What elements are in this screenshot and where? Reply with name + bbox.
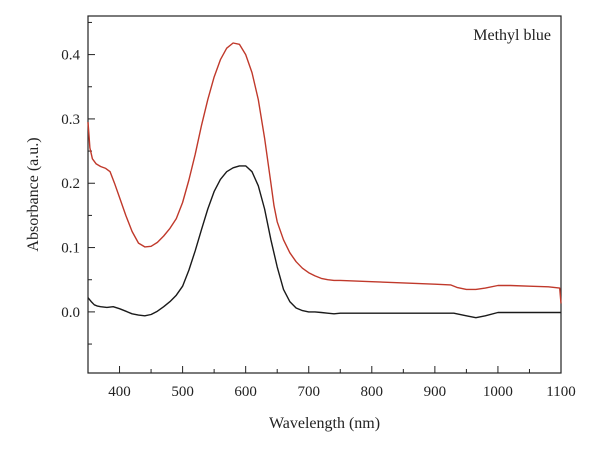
chart-annotation: Methyl blue xyxy=(473,27,551,44)
x-axis-title: Wavelength (nm) xyxy=(269,415,380,432)
x-tick-label: 700 xyxy=(297,384,320,400)
tick-labels: 400 500 600 700 800 900 1000 1100 0.0 0.1 0.2 0.3 0.… xyxy=(61,48,575,400)
x-tick-label: 1000 xyxy=(483,384,513,400)
y-axis-title: Absorbance (a.u.) xyxy=(25,137,42,251)
y-tick-label: 0.2 xyxy=(61,176,80,192)
x-tick-label: 1100 xyxy=(546,384,575,400)
series-lines xyxy=(87,42,562,319)
series-line-1 xyxy=(87,42,562,304)
series-line-2 xyxy=(87,165,561,319)
y-tick-label: 0.0 xyxy=(61,305,80,321)
y-tick-label: 0.1 xyxy=(61,241,80,257)
x-tick-label: 400 xyxy=(108,384,131,400)
x-tick-label: 800 xyxy=(361,384,384,400)
y-tick-label: 0.3 xyxy=(61,112,80,128)
axis-ticks xyxy=(88,21,562,373)
x-tick-label: 500 xyxy=(171,384,194,400)
x-tick-label: 600 xyxy=(234,384,257,400)
y-tick-label: 0.4 xyxy=(61,48,80,64)
plot-frame xyxy=(87,15,562,374)
x-tick-label: 900 xyxy=(424,384,447,400)
